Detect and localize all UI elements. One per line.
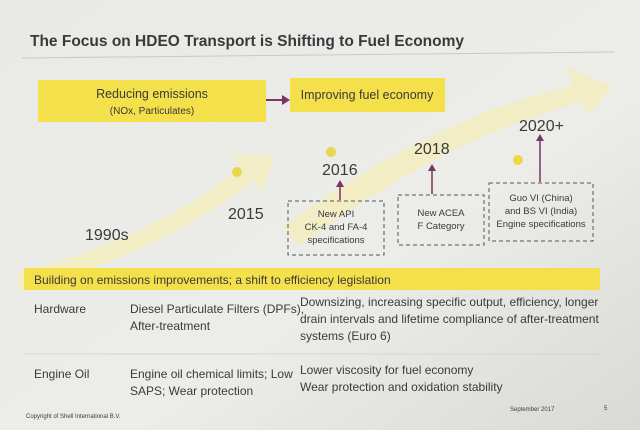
callout-arrow-heads (336, 134, 544, 187)
year-label: 2018 (414, 141, 450, 158)
cell-line: Engine oil chemical limits; Low (130, 367, 293, 381)
timeline-dot (513, 155, 523, 165)
callout-text: New API CK-4 and FA-4 specifications New… (305, 193, 586, 246)
cell-line: Wear protection and oxidation stability (300, 380, 503, 394)
year-label: 2016 (322, 162, 358, 179)
year-label: 2020+ (519, 118, 564, 135)
row-header: Hardware (34, 302, 86, 316)
cell-line: Lower viscosity for fuel economy (300, 363, 473, 377)
footer-page: 5 (604, 406, 608, 412)
phase-box (38, 80, 266, 122)
slide-title: The Focus on HDEO Transport is Shifting … (30, 33, 464, 50)
callout-line: CK-4 and FA-4 (305, 222, 368, 233)
cell-line: After-treatment (130, 319, 211, 333)
cell-line: SAPS; Wear protection (130, 384, 253, 398)
callout-line: Guo VI (China) (509, 193, 572, 204)
phase-box (290, 78, 445, 112)
year-label: 1990s (85, 227, 129, 244)
callout-line: Engine specifications (496, 219, 585, 230)
callout-line: and BS VI (India) (505, 206, 577, 217)
timeline-dot (326, 147, 336, 157)
banner-text: Building on emissions improvements; a sh… (34, 273, 391, 287)
phase-connector-head (282, 95, 290, 105)
timeline-dot (232, 167, 242, 177)
phase-label: Reducing emissions (96, 87, 208, 101)
phase-sublabel: (NOx, Particulates) (110, 106, 194, 117)
cell-line: Diesel Particulate Filters (DPFs), (130, 302, 304, 316)
footer-date: September 2017 (510, 407, 555, 413)
cell-line: Downsizing, increasing specific output, … (300, 295, 598, 309)
footer-copyright: Copyright of Shell International B.V. (26, 414, 121, 420)
callout-line: F Category (418, 221, 465, 232)
comparison-table: Hardware Diesel Particulate Filters (DPF… (24, 295, 600, 398)
banner (24, 268, 600, 290)
timeline-arrow (282, 68, 612, 246)
cell-line: systems (Euro 6) (300, 329, 391, 343)
year-label: 2015 (228, 206, 264, 223)
callout-line: New API (318, 209, 354, 220)
row-header: Engine Oil (34, 367, 89, 381)
cell-line: drain intervals and lifetime compliance … (300, 312, 599, 326)
callout-boxes (287, 182, 594, 256)
phase-label: Improving fuel economy (301, 88, 434, 102)
callout-line: New ACEA (418, 208, 466, 219)
timeline-arrow (18, 154, 275, 290)
title-rule (21, 51, 616, 59)
callout-line: specifications (307, 235, 364, 246)
